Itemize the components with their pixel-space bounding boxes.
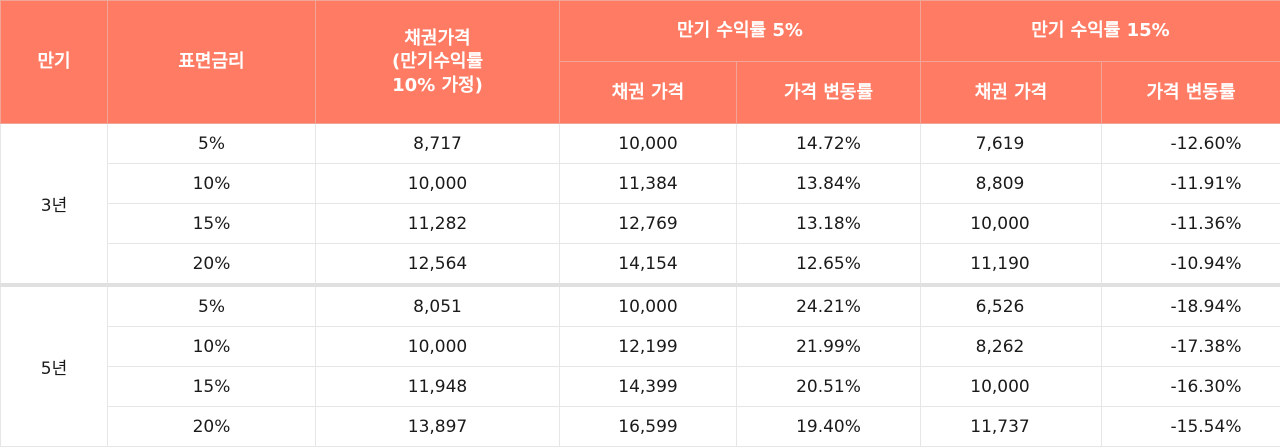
coupon-cell: 20% bbox=[107, 243, 316, 286]
table-row: 10% 10,000 11,384 13.84% 8,809 -11.91% bbox=[1, 163, 1280, 204]
change-5-cell: 14.72% bbox=[736, 123, 921, 164]
base-price-cell: 8,717 bbox=[315, 123, 560, 164]
change-5-cell: 20.51% bbox=[736, 366, 921, 407]
header-yield-5: 만기 수익률 5% bbox=[559, 0, 921, 62]
table-row: 15% 11,282 12,769 13.18% 10,000 -11.36% bbox=[1, 203, 1280, 244]
header-bond-price: 채권가격 (만기수익률 10% 가정) bbox=[315, 0, 560, 124]
coupon-cell: 15% bbox=[107, 203, 316, 244]
base-price-cell: 8,051 bbox=[315, 283, 560, 327]
change-5-cell: 19.40% bbox=[736, 406, 921, 447]
header-price-15: 채권 가격 bbox=[920, 61, 1102, 124]
price-15-cell: 8,262 bbox=[920, 326, 1102, 367]
header-change-5: 가격 변동률 bbox=[736, 61, 921, 124]
change-15-cell: -15.54% bbox=[1100, 406, 1280, 447]
maturity-cell: 5년 bbox=[0, 283, 108, 447]
price-5-cell: 14,399 bbox=[559, 366, 737, 407]
maturity-cell: 3년 bbox=[0, 123, 108, 286]
price-15-cell: 10,000 bbox=[920, 366, 1102, 407]
table-body: 3년 5% 8,717 10,000 14.72% 7,619 -12.60% … bbox=[0, 123, 1280, 447]
price-5-cell: 10,000 bbox=[559, 123, 737, 164]
base-price-cell: 10,000 bbox=[315, 326, 560, 367]
change-15-cell: -17.38% bbox=[1100, 326, 1280, 367]
header-coupon: 표면금리 bbox=[107, 0, 316, 124]
header-yield-15: 만기 수익률 15% bbox=[919, 0, 1280, 62]
price-5-cell: 12,199 bbox=[559, 326, 737, 367]
price-15-cell: 11,190 bbox=[920, 243, 1102, 286]
coupon-cell: 5% bbox=[107, 123, 316, 164]
change-5-cell: 13.18% bbox=[736, 203, 921, 244]
table-header: 만기 표면금리 채권가격 (만기수익률 10% 가정) 만기 수익률 5% 만기… bbox=[0, 0, 1280, 124]
base-price-cell: 13,897 bbox=[315, 406, 560, 447]
table-row: 20% 13,897 16,599 19.40% 11,737 -15.54% bbox=[1, 406, 1280, 447]
table-row: 10% 10,000 12,199 21.99% 8,262 -17.38% bbox=[1, 326, 1280, 367]
header-bond-price-line2: (만기수익률 bbox=[391, 51, 484, 73]
coupon-cell: 10% bbox=[107, 163, 316, 204]
change-15-cell: -11.36% bbox=[1100, 203, 1280, 244]
price-5-cell: 16,599 bbox=[559, 406, 737, 447]
table-row: 3년 5% 8,717 10,000 14.72% 7,619 -12.60% bbox=[0, 123, 1280, 286]
header-maturity: 만기 bbox=[0, 0, 108, 124]
table-row: 5년 5% 8,051 10,000 24.21% 6,526 -18.94% bbox=[0, 283, 1280, 447]
price-5-cell: 12,769 bbox=[559, 203, 737, 244]
header-bond-price-line3: 10% 가정) bbox=[392, 74, 483, 96]
price-15-cell: 10,000 bbox=[920, 203, 1102, 244]
change-5-cell: 12.65% bbox=[736, 243, 921, 286]
coupon-cell: 5% bbox=[107, 283, 316, 327]
change-15-cell: -18.94% bbox=[1100, 283, 1280, 327]
price-15-cell: 8,809 bbox=[920, 163, 1102, 204]
header-change-15: 가격 변동률 bbox=[1100, 61, 1280, 124]
price-15-cell: 7,619 bbox=[920, 123, 1102, 164]
base-price-cell: 12,564 bbox=[315, 243, 560, 286]
price-5-cell: 11,384 bbox=[559, 163, 737, 204]
change-5-cell: 13.84% bbox=[736, 163, 921, 204]
base-price-cell: 11,948 bbox=[315, 366, 560, 407]
coupon-cell: 10% bbox=[107, 326, 316, 367]
base-price-cell: 11,282 bbox=[315, 203, 560, 244]
coupon-cell: 15% bbox=[107, 366, 316, 407]
change-15-cell: -12.60% bbox=[1100, 123, 1280, 164]
base-price-cell: 10,000 bbox=[315, 163, 560, 204]
table-row: 15% 11,948 14,399 20.51% 10,000 -16.30% bbox=[1, 366, 1280, 407]
header-price-5: 채권 가격 bbox=[559, 61, 737, 124]
change-15-cell: -16.30% bbox=[1100, 366, 1280, 407]
change-5-cell: 24.21% bbox=[736, 283, 921, 327]
coupon-cell: 20% bbox=[107, 406, 316, 447]
price-15-cell: 6,526 bbox=[920, 283, 1102, 327]
change-5-cell: 21.99% bbox=[736, 326, 921, 367]
price-5-cell: 14,154 bbox=[559, 243, 737, 286]
price-15-cell: 11,737 bbox=[920, 406, 1102, 447]
price-5-cell: 10,000 bbox=[559, 283, 737, 327]
change-15-cell: -10.94% bbox=[1100, 243, 1280, 286]
change-15-cell: -11.91% bbox=[1100, 163, 1280, 204]
header-bond-price-line1: 채권가격 bbox=[404, 27, 471, 49]
table-row: 20% 12,564 14,154 12.65% 11,190 -10.94% bbox=[1, 243, 1280, 286]
